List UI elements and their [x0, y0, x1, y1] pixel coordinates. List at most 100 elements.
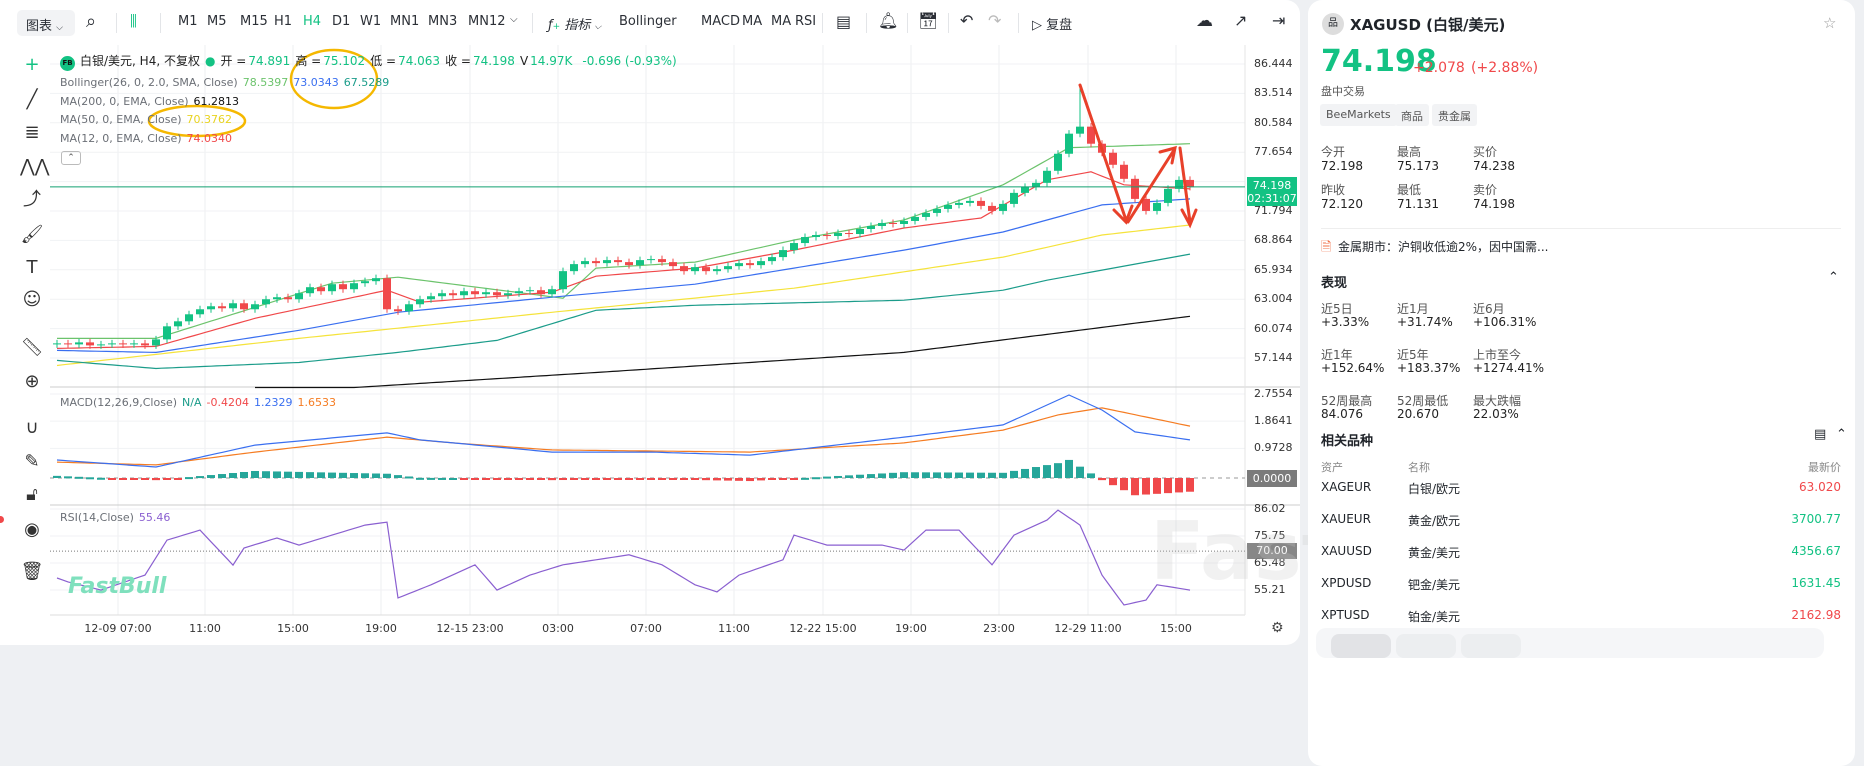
cloud-sync-icon[interactable]: ☁ [1196, 11, 1213, 31]
candle-body [757, 261, 765, 266]
macd-label: MACD(12,26,9,Close) [60, 396, 178, 409]
zoom-in-icon[interactable]: ⊕ [24, 371, 40, 392]
timeframe-m5[interactable]: M5 [207, 14, 227, 29]
related-header: 资产 名称 最新价 [1321, 459, 1841, 479]
bb_upper-line [57, 143, 1191, 339]
timeframe-h4[interactable]: H4 [303, 14, 322, 29]
candle-body [295, 293, 303, 300]
redo-icon[interactable]: ↷ [988, 11, 1002, 30]
indicator-shortcut-ma[interactable]: MA [742, 14, 763, 29]
ma200-legend[interactable]: MA(200, 0, EMA, Close) 61.2813 [60, 95, 244, 108]
indicator-shortcut-macd[interactable]: MACD [701, 14, 740, 29]
macd-legend[interactable]: MACD(12,26,9,Close) N/A -0.4204 1.2329 1.653… [60, 396, 341, 409]
rsi-legend[interactable]: RSI(14,Close) 55.46 [60, 511, 175, 524]
trend-line-icon[interactable]: ╱ [26, 89, 38, 110]
emoji-icon[interactable]: ☺ [22, 289, 42, 310]
macd-histogram-bar [1065, 459, 1073, 478]
calendar-icon[interactable]: 📅︎ [918, 11, 939, 30]
macd-histogram-bar [108, 478, 116, 480]
timeframe-w1[interactable]: W1 [360, 14, 382, 29]
bottom-tab[interactable] [1331, 634, 1391, 658]
macd-histogram-bar [581, 478, 589, 480]
magnet-icon[interactable]: ∪ [25, 417, 39, 438]
performance-title: 表现 [1321, 276, 1348, 291]
candle-body [834, 233, 842, 237]
related-row[interactable]: XAGEUR 白银/欧元 63.020 [1321, 480, 1841, 500]
search-icon[interactable]: ⌕ [86, 11, 97, 32]
candle-body [559, 271, 567, 290]
ma12-label: MA(12, 0, EMA, Close) [60, 132, 182, 145]
tag-precious-metal[interactable]: 贵金属 [1432, 104, 1477, 126]
chart-settings-gear-icon[interactable]: ⚙ [1271, 620, 1284, 636]
tag-commodity[interactable]: 商品 [1395, 104, 1429, 126]
ma50-legend[interactable]: MA(50, 0, EMA, Close) 70.3762 [60, 113, 237, 126]
performance-label: 52周最高 [1321, 394, 1373, 408]
indicators-button[interactable]: ƒ+ 指标 ⌵ [548, 18, 602, 33]
lock-drawings-icon[interactable]: ✎ [24, 451, 40, 472]
quote-panel: 品 XAGUSD (白银/美元) ☆ 74.198 +2.078 (+2.88%… [1308, 0, 1855, 766]
tag-broker[interactable]: BeeMarkets [1320, 104, 1397, 126]
related-row[interactable]: XPDUSD 钯金/美元 1631.45 [1321, 576, 1841, 596]
timeframe-h1[interactable]: H1 [274, 14, 293, 29]
timeframe-d1[interactable]: D1 [332, 14, 351, 29]
indicator-shortcut-bollinger[interactable]: Bollinger [619, 14, 677, 29]
collapse-panel-icon[interactable]: ⇥ [1272, 11, 1286, 30]
bottom-tab[interactable] [1396, 634, 1456, 658]
related-row[interactable]: XAUUSD 黄金/美元 4356.67 [1321, 544, 1841, 564]
unlock-icon[interactable]: 🔓︎ [26, 484, 38, 505]
crosshair-icon[interactable]: + [24, 54, 40, 75]
list-view-icon[interactable]: ▤ [1814, 427, 1827, 442]
timeframe-m1[interactable]: M1 [178, 14, 198, 29]
layout-template-icon[interactable]: ▤ [836, 12, 852, 31]
ruler-icon[interactable]: 📏︎ [20, 337, 44, 358]
rsi-level-tag: 70.00 [1247, 543, 1297, 559]
chart-canvas[interactable] [0, 0, 1300, 645]
replay-button[interactable]: ▷ 复盘 [1032, 14, 1072, 33]
candle-body [64, 343, 72, 345]
open-external-icon[interactable]: ↗ [1234, 11, 1248, 30]
candle-body [1054, 153, 1062, 171]
related-name: 黄金/美元 [1408, 546, 1461, 560]
macd-histogram-bar [889, 472, 897, 478]
visibility-eye-icon[interactable]: ◉ [24, 519, 40, 540]
favorite-star-icon[interactable]: ☆ [1823, 14, 1837, 32]
related-row[interactable]: XPTUSD 铂金/美元 2162.98 [1321, 608, 1841, 628]
collapse-performance-chevron-icon[interactable]: ⌃ [1828, 270, 1839, 285]
undo-icon[interactable]: ↶ [960, 11, 974, 30]
candle-body [130, 343, 138, 345]
bottom-tab[interactable] [1461, 634, 1521, 658]
trash-icon[interactable]: 🗑︎ [20, 561, 44, 582]
timeframe-mn12[interactable]: MN12 [468, 14, 506, 29]
macd-histogram-bar [691, 478, 699, 480]
macd-histogram-bar [207, 475, 215, 478]
collapse-legend-chevron-icon[interactable]: ⌃ [61, 151, 81, 165]
candlestick-type-icon[interactable]: ⫼ [130, 12, 137, 30]
text-icon[interactable]: T [26, 257, 38, 278]
timeframe-more-chevron-icon[interactable]: ⌵ [510, 14, 518, 25]
timeframe-m15[interactable]: M15 [240, 14, 268, 29]
ohlc-key: 收 = [445, 54, 471, 68]
indicator-shortcut-rsi[interactable]: RSI [795, 14, 817, 29]
indicator-shortcut-ma[interactable]: MA [771, 14, 792, 29]
timeframe-mn1[interactable]: MN1 [390, 14, 420, 29]
fib-lines-icon[interactable]: ≣ [24, 122, 40, 143]
macd-histogram-bar [955, 472, 963, 478]
candle-body [306, 287, 314, 294]
candle-body [724, 266, 732, 270]
alert-bell-icon[interactable]: 🔔︎ [878, 11, 899, 30]
bollinger-legend[interactable]: Bollinger(26, 0, 2.0, SMA, Close) 78.5397… [60, 76, 394, 89]
collapse-related-chevron-icon[interactable]: ⌃ [1836, 427, 1847, 442]
projection-icon[interactable]: ⤴ [23, 189, 41, 210]
macd-histogram-bar [526, 478, 534, 480]
macd-histogram-bar [911, 472, 919, 478]
macd-histogram-bar [746, 478, 754, 482]
timeframe-mn3[interactable]: MN3 [428, 14, 458, 29]
pattern-icon[interactable]: ⋀⋀ [20, 156, 50, 177]
macd-na: N/A [182, 396, 202, 409]
related-row[interactable]: XAUEUR 黄金/欧元 3700.77 [1321, 512, 1841, 532]
news-headline[interactable]: 金属期市：沪铜收低逾2%，因中国需... [1338, 240, 1549, 254]
price-axis-tick: 80.584 [1254, 115, 1293, 129]
chart-menu-dropdown[interactable]: 图表 ⌵ [17, 10, 75, 36]
ma12-legend[interactable]: MA(12, 0, EMA, Close) 74.0340 [60, 132, 237, 145]
brush-icon[interactable]: 🖌︎ [20, 224, 44, 245]
